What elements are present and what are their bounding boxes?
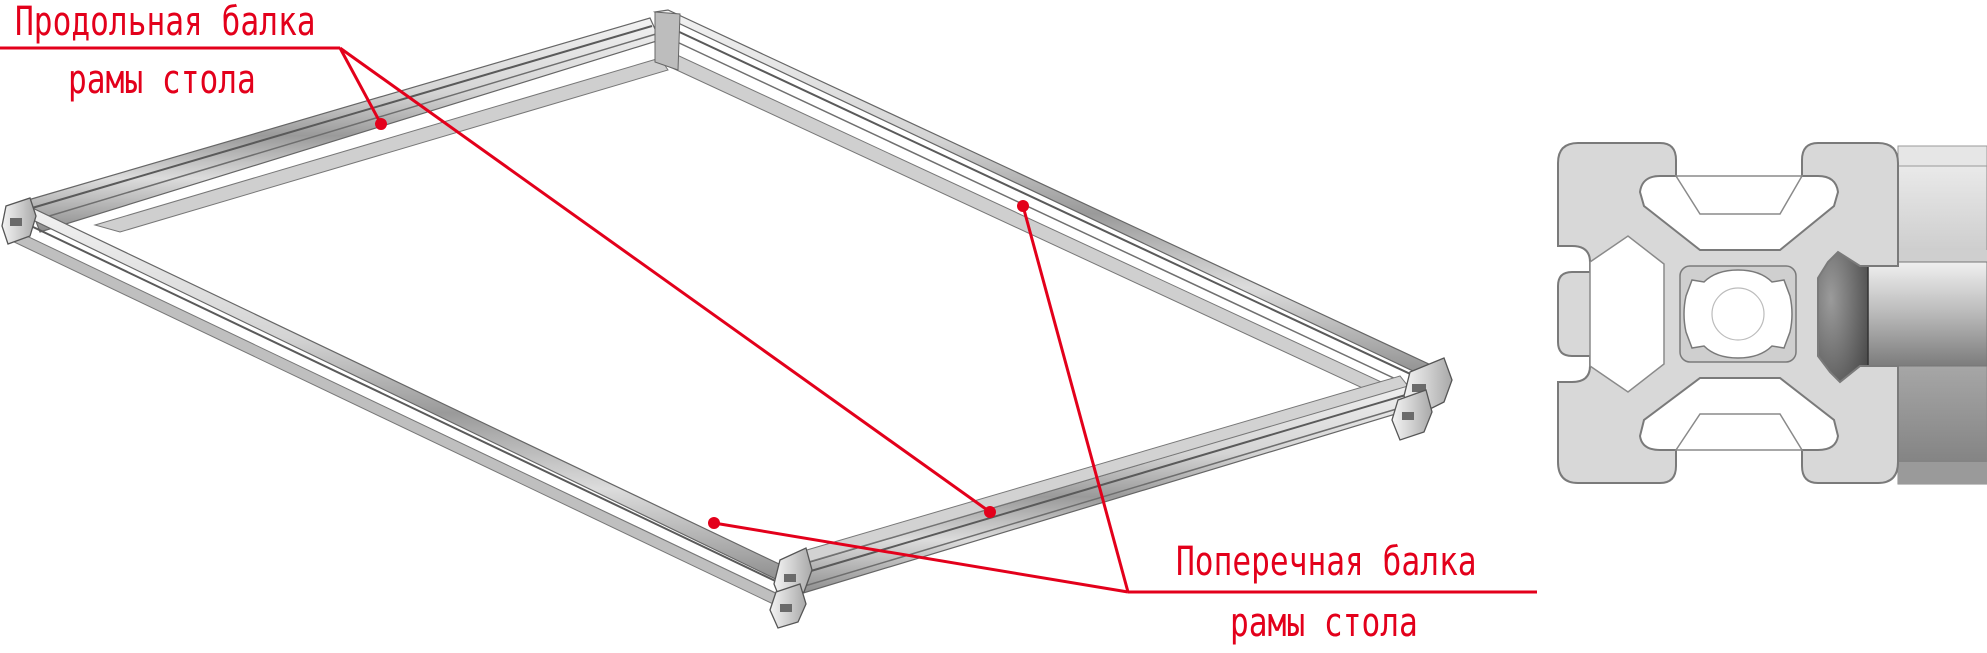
profile-center-hole [1683,269,1793,359]
table-frame [1,9,1453,629]
pointer-dot-back-beam [375,118,387,130]
longitudinal-beam-front [789,357,1453,595]
pointer-dot-front-beam [984,506,996,518]
transverse-beam-back [652,9,1448,411]
label-transverse-line2: рамы стола [1230,600,1418,646]
leader-top-to-front-beam [339,46,991,514]
profile-side-body [1805,145,1987,485]
label-longitudinal-line2: рамы стола [68,57,256,103]
leader-bottom-to-left-beam [713,521,1129,594]
profile-groove-bottom [1674,413,1804,451]
pointer-dot-right-beam [1017,200,1029,212]
leader-top-to-back-beam [338,47,383,125]
leader-bottom-to-right-beam [1021,205,1130,593]
label-transverse-line1: Поперечная балка [1176,539,1477,585]
label-longitudinal-line1: Продольная балка [15,0,316,45]
profile-groove-top [1674,175,1804,215]
profile-cross-section [1557,142,1987,485]
pointer-dot-left-beam [708,517,720,529]
longitudinal-beam-back [27,17,669,233]
profile-groove-left [1589,235,1665,393]
transverse-beam-front [1,197,813,629]
annotation-leaders [0,46,1537,594]
